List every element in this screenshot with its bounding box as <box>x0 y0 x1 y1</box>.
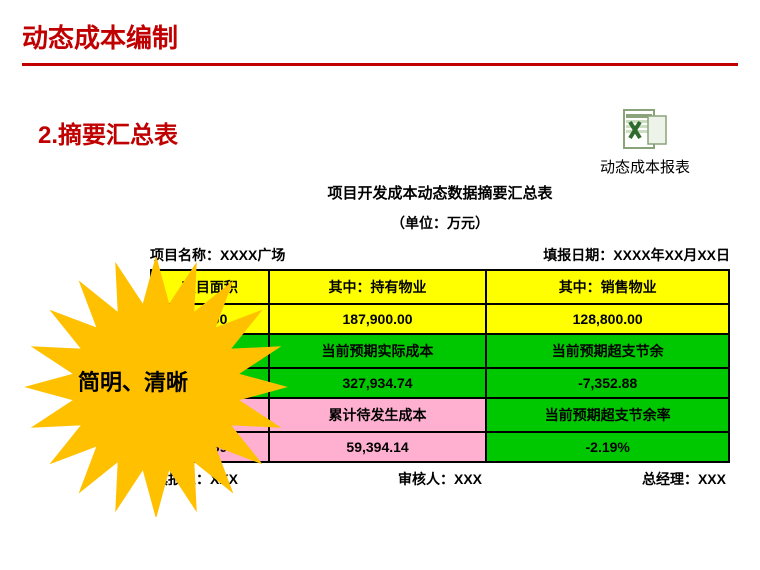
page-title: 动态成本编制 <box>22 18 738 55</box>
table-unit: （单位：万元） <box>150 213 730 233</box>
fill-date-label: 填报日期：XXXX年XX月XX日 <box>543 245 730 265</box>
header-divider <box>22 63 738 66</box>
footer-manager: 总经理：XXX <box>642 469 726 489</box>
table-cell: 128,800.00 <box>486 304 729 334</box>
table-cell: 当前预期超支节余 <box>486 334 729 368</box>
table-cell: 其中：销售物业 <box>486 270 729 304</box>
excel-label: 动态成本报表 <box>600 156 690 177</box>
excel-icon <box>622 108 668 150</box>
table-cell: 当前预期超支节余率 <box>486 398 729 432</box>
table-title: 项目开发成本动态数据摘要汇总表 <box>150 182 730 203</box>
table-cell: -2.19% <box>486 432 729 462</box>
callout-label: 简明、清晰 <box>78 365 188 397</box>
table-cell: -7,352.88 <box>486 368 729 398</box>
excel-attachment[interactable]: 动态成本报表 <box>600 108 690 177</box>
section-subtitle: 2.摘要汇总表 <box>38 115 178 150</box>
footer-reviewer: 审核人：XXX <box>398 469 482 489</box>
